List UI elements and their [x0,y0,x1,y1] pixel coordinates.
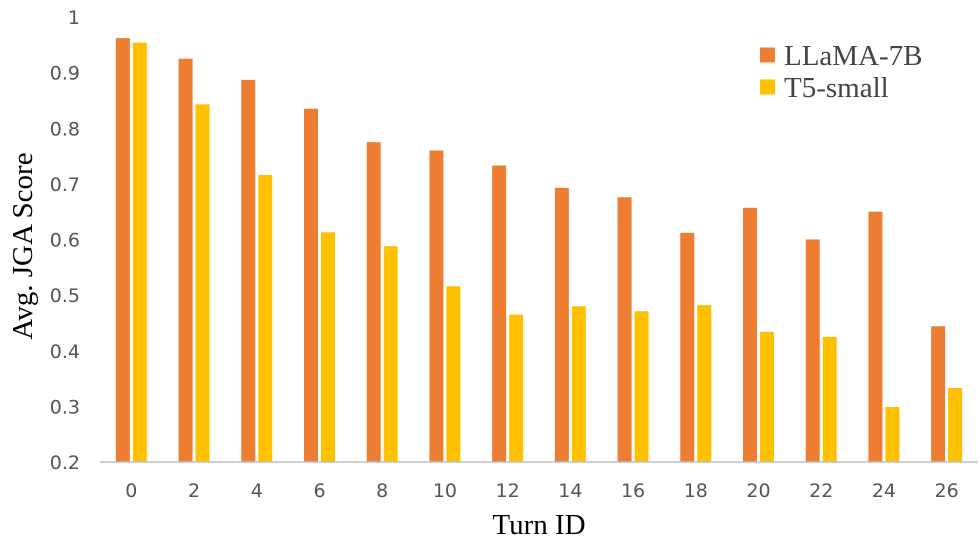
x-tick-label: 6 [313,480,325,502]
legend-swatch-t5-small [760,79,775,95]
bar-llama-7b-turn-12 [492,165,507,463]
x-tick-label: 22 [809,480,833,502]
y-tick-label: 0.3 [50,396,80,418]
y-tick-label: 0.9 [50,63,80,85]
bar-t5-small-turn-6 [321,232,335,462]
bar-t5-small-turn-10 [446,286,461,462]
bar-t5-small-turn-16 [634,311,649,462]
y-tick-label: 0.4 [50,341,80,363]
y-tick-labels: 0.2 0.3 0.4 0.5 0.6 0.7 0.8 0.9 1 [50,7,80,474]
y-tick-label: 0.8 [50,118,80,140]
x-tick-label: 8 [376,480,388,502]
bar-llama-7b-turn-18 [680,232,695,462]
legend-label-llama-7b: LLaMA-7B [784,40,923,72]
bar-llama-7b-turn-2 [178,58,193,462]
y-tick-label: 0.6 [50,230,80,252]
bar-llama-7b-turn-26 [931,326,946,462]
x-tick-labels: 0 2 4 6 8 10 12 14 16 18 20 22 24 26 [125,480,958,502]
bar-llama-7b-turn-0 [115,38,130,462]
bar-llama-7b-turn-14 [554,187,569,463]
bar-t5-small-turn-0 [132,42,147,463]
bar-llama-7b-turn-4 [241,79,256,462]
bar-t5-small-turn-24 [885,406,900,462]
bar-t5-small-turn-22 [822,336,837,462]
x-tick-label: 12 [496,480,520,502]
x-tick-label: 2 [188,480,200,502]
y-tick-label: 0.7 [50,174,80,196]
y-tick-label: 1 [68,7,80,29]
bar-t5-small-turn-4 [258,174,273,462]
y-tick-label: 0.2 [50,452,80,474]
x-tick-label: 20 [746,480,770,502]
x-tick-label: 18 [684,480,708,502]
bar-t5-small-turn-20 [760,331,774,462]
x-axis-title: Turn ID [492,509,585,541]
y-axis-title: Avg. JGA Score [7,152,39,339]
bar-llama-7b-turn-16 [617,197,632,462]
y-tick-label: 0.5 [50,285,80,307]
bar-t5-small-turn-2 [195,104,210,463]
bars-group [115,38,963,463]
bar-t5-small-turn-18 [697,305,712,462]
legend-label-t5-small: T5-small [784,72,889,104]
bar-llama-7b-turn-20 [743,207,757,462]
bar-t5-small-turn-8 [383,246,398,462]
x-tick-label: 14 [558,480,582,502]
x-tick-label: 4 [251,480,263,502]
x-tick-label: 0 [125,480,137,502]
bar-t5-small-turn-12 [509,314,524,462]
bar-llama-7b-turn-10 [429,150,444,462]
bar-llama-7b-turn-24 [868,211,883,462]
bar-llama-7b-turn-22 [805,239,820,462]
legend-swatch-llama-7b [760,47,775,63]
bar-llama-7b-turn-8 [366,142,381,462]
bar-t5-small-turn-14 [571,306,586,462]
x-tick-label: 24 [872,480,896,502]
bar-llama-7b-turn-6 [304,108,318,462]
x-tick-label: 10 [433,480,457,502]
x-tick-label: 26 [935,480,959,502]
bar-t5-small-turn-26 [948,388,963,462]
x-tick-label: 16 [621,480,645,502]
